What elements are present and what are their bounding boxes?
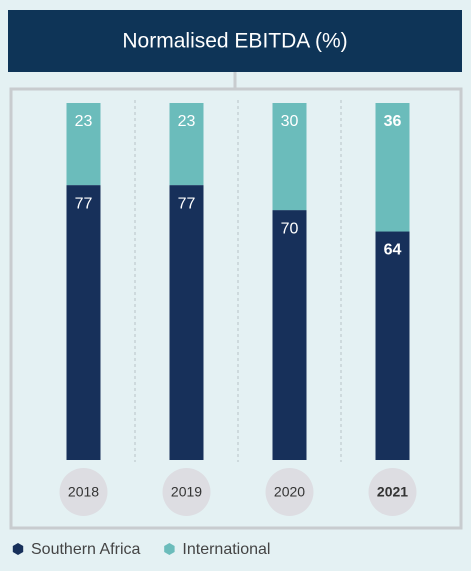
legend-marker — [164, 543, 175, 555]
data-label: 77 — [178, 195, 196, 212]
year-badge — [368, 468, 417, 516]
x-tick-label: 2021 — [377, 484, 408, 500]
chart-title: Normalised EBITDA (%) — [122, 30, 347, 53]
data-label: 70 — [281, 220, 299, 237]
bar-segment — [169, 103, 204, 186]
bar-segment — [66, 185, 101, 461]
bar-segment — [375, 103, 410, 232]
data-label: 36 — [384, 113, 402, 130]
bar-segment — [66, 103, 101, 186]
bar-segment — [272, 103, 307, 211]
bar-segment — [169, 185, 204, 461]
legend-label: Southern Africa — [31, 541, 141, 558]
x-tick-label: 2019 — [171, 484, 202, 500]
data-label: 23 — [75, 113, 93, 130]
bar-segment — [375, 231, 410, 460]
year-badge — [162, 468, 211, 516]
data-label: 77 — [75, 195, 93, 212]
year-badge — [265, 468, 314, 516]
data-label: 30 — [281, 113, 299, 130]
year-badge — [59, 468, 108, 516]
legend-marker — [12, 543, 24, 555]
x-tick-label: 2020 — [274, 484, 305, 500]
data-label: 23 — [178, 113, 196, 130]
x-tick-label: 2018 — [68, 484, 99, 500]
bar-segment — [272, 210, 307, 460]
legend-label: International — [182, 541, 270, 558]
panel — [9, 87, 463, 530]
title-box — [8, 10, 462, 72]
data-label: 64 — [384, 242, 402, 259]
